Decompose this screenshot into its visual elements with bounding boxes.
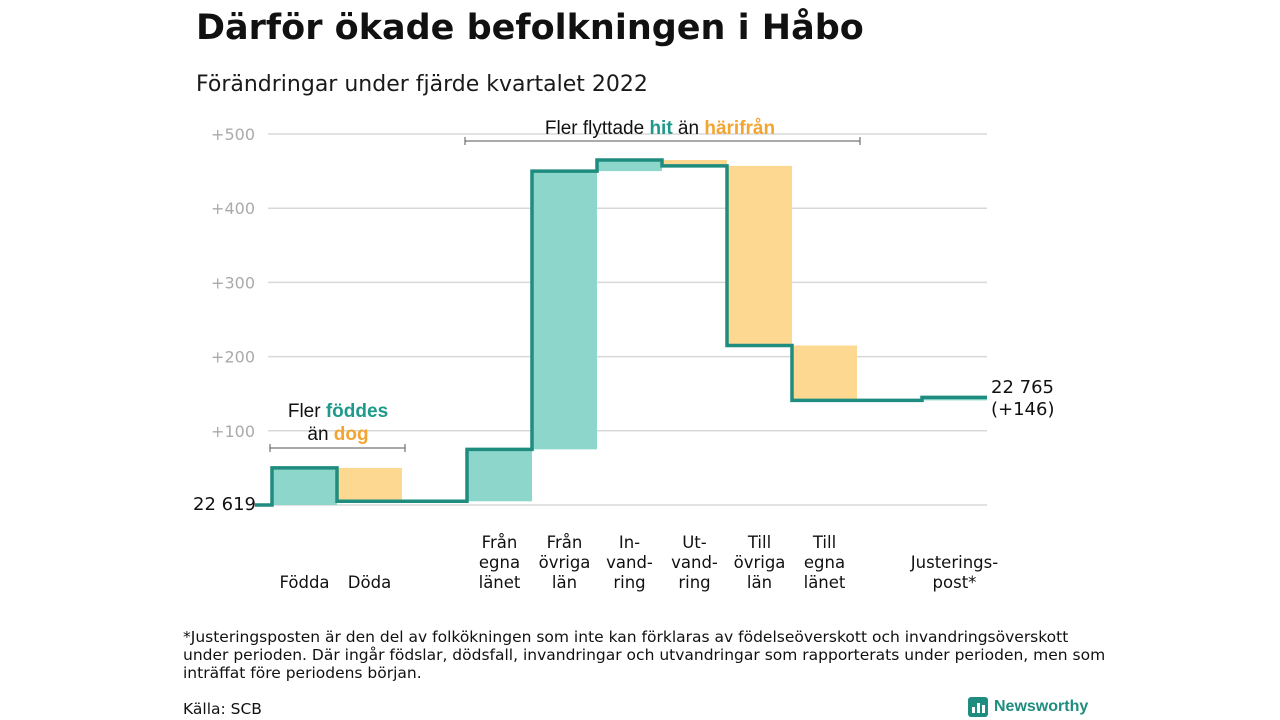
waterfall-bar: [532, 171, 597, 450]
category-label: övriga: [734, 553, 786, 572]
chart-subtitle: Förändringar under fjärde kvartalet 2022: [196, 72, 648, 97]
waterfall-bar: [272, 467, 337, 505]
chart-title: Därför ökade befolkningen i Håbo: [196, 8, 864, 48]
category-label: Döda: [348, 573, 391, 592]
category-label: länet: [804, 573, 846, 592]
y-tick-label: +100: [211, 422, 255, 441]
category-label: Till: [812, 533, 836, 552]
category-label: Till: [747, 533, 771, 552]
newsworthy-chart-icon: [968, 697, 988, 717]
waterfall-bar: [662, 159, 727, 166]
category-label: In-: [619, 533, 640, 552]
waterfall-bar: [337, 467, 402, 502]
category-label: vand-: [606, 553, 653, 572]
category-label: ring: [613, 573, 645, 592]
waterfall-bar: [597, 159, 662, 172]
waterfall-bar: [792, 345, 857, 401]
category-label: Från: [482, 533, 518, 552]
source-label: Källa: SCB: [183, 700, 262, 718]
waterfall-bar: [467, 449, 532, 502]
y-tick-label: +500: [211, 125, 255, 144]
y-tick-label: +400: [211, 199, 255, 218]
start-value-label: 22 619: [193, 494, 256, 515]
category-label: län: [747, 573, 772, 592]
category-label: Ut-: [682, 533, 707, 552]
waterfall-bar: [727, 165, 792, 346]
end-change-label: (+146): [991, 399, 1054, 420]
footnote: *Justeringsposten är den del av folkökni…: [183, 628, 1106, 682]
category-label: post*: [933, 573, 977, 592]
end-value-label: 22 765: [991, 377, 1054, 398]
category-label: övriga: [539, 553, 591, 572]
category-label: ring: [678, 573, 710, 592]
cumulative-step-line: [255, 158, 987, 507]
annotation-left-line1: Fler föddes: [288, 401, 388, 422]
category-label: Från: [547, 533, 583, 552]
category-label: län: [552, 573, 577, 592]
waterfall-chart: +100+200+300+400+500 Födda DödaFrånegnalä…: [193, 118, 1054, 592]
category-label: egna: [804, 553, 845, 572]
category-label: länet: [479, 573, 521, 592]
y-tick-label: +200: [211, 348, 255, 367]
annotation-top-negative: härifrån: [704, 118, 775, 139]
brand-logo: Newsworthy: [968, 697, 1088, 717]
category-label: vand-: [671, 553, 718, 572]
annotation-left-positive: föddes: [326, 401, 388, 422]
category-label: Justerings-: [910, 553, 998, 572]
category-label: egna: [479, 553, 520, 572]
y-tick-label: +300: [211, 273, 255, 292]
brand-name: Newsworthy: [994, 698, 1089, 715]
category-label: Födda: [279, 573, 329, 592]
annotation-left-line2: än dog: [307, 424, 368, 445]
annotation-top-positive: hit: [649, 118, 673, 139]
annotation-left-negative: dog: [334, 424, 369, 445]
annotation-top: Fler flyttade hit än härifrån: [545, 118, 775, 139]
